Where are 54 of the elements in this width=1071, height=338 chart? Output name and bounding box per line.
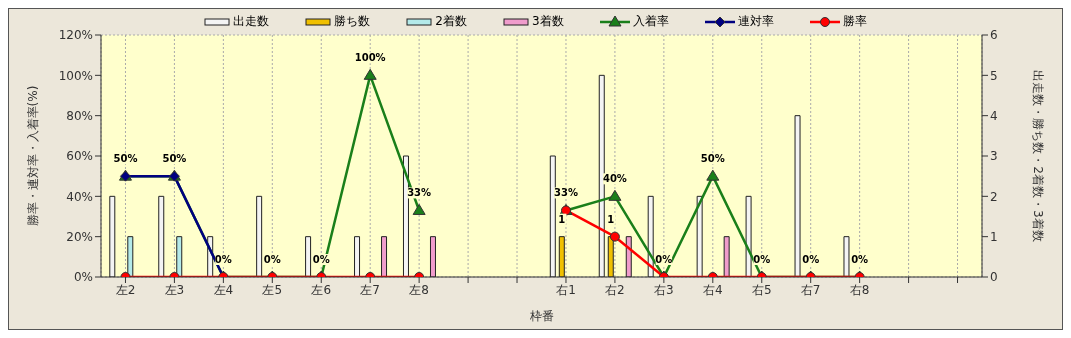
y-tick-label: 20% (66, 229, 93, 244)
data-label: 100% (354, 52, 386, 64)
x-tick-label: 右5 (751, 282, 772, 297)
y-tick-label: 120% (58, 28, 93, 43)
y2-tick-label: 6 (990, 28, 998, 43)
data-label: 1 (607, 213, 615, 225)
data-label: 0% (802, 254, 820, 265)
data-label: 40% (602, 173, 627, 185)
data-label: 0% (655, 254, 673, 265)
legend-label: 3着数 (532, 13, 564, 30)
legend-label: 出走数 (233, 13, 270, 30)
y2-axis-title: 出走数・勝ち数・2着数・3着数 (1030, 70, 1045, 242)
x-tick-label: 左4 (213, 282, 234, 297)
x-tick-label: 左7 (360, 282, 381, 297)
y-tick-label: 0% (73, 270, 93, 285)
y-axis-title: 勝率・連対率・入着率(%) (26, 85, 41, 227)
y2-tick-label: 0 (990, 270, 998, 285)
y2-tick-label: 2 (990, 189, 998, 204)
legend-label: 連対率 (737, 13, 774, 30)
x-tick-label: 左6 (311, 282, 332, 297)
data-label: 0% (214, 254, 232, 265)
legend-label: 2着数 (435, 13, 467, 30)
data-label: 0% (263, 254, 281, 265)
y2-tick-label: 3 (990, 149, 998, 164)
data-label: 33% (554, 187, 578, 199)
x-tick-label: 右3 (654, 282, 674, 297)
data-label: 0% (753, 254, 771, 265)
data-label: 1 (558, 213, 566, 225)
x-tick-label: 右2 (605, 282, 625, 297)
data-label: 50% (700, 153, 725, 165)
y-tick-label: 100% (58, 68, 93, 83)
x-tick-label: 左5 (262, 282, 283, 297)
data-label: 50% (162, 153, 187, 165)
data-label: 50% (113, 153, 138, 165)
x-axis-title: 枠番 (528, 308, 554, 323)
legend-label: 入着率 (632, 13, 669, 30)
legend-label: 勝ち数 (334, 13, 371, 30)
x-tick-label: 右4 (702, 282, 723, 297)
y2-tick-label: 4 (990, 108, 998, 123)
legend-label: 勝率 (842, 13, 867, 30)
data-label: 0% (312, 254, 330, 265)
x-tick-label: 右1 (556, 282, 576, 297)
y-tick-label: 60% (66, 149, 93, 164)
x-tick-label: 左8 (409, 282, 429, 297)
x-tick-label: 左2 (115, 282, 136, 297)
y-tick-label: 80% (66, 108, 93, 123)
y2-tick-label: 1 (990, 229, 998, 244)
data-label: 33% (407, 187, 432, 199)
x-tick-label: 右8 (849, 282, 870, 297)
x-tick-label: 左3 (164, 282, 185, 297)
data-label: 0% (851, 254, 869, 265)
x-tick-label: 右7 (800, 282, 821, 297)
y2-tick-label: 5 (990, 68, 998, 83)
y-tick-label: 40% (66, 189, 93, 204)
